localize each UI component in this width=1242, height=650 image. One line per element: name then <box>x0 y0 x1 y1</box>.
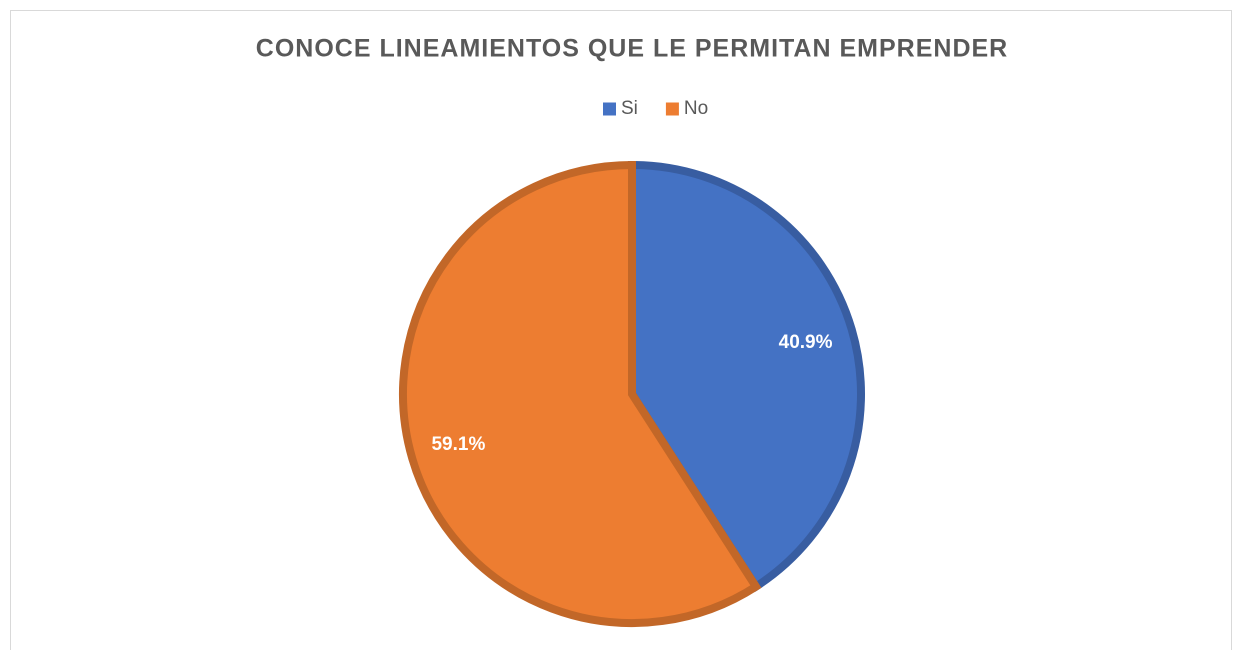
pie-slice <box>399 160 762 627</box>
chart-title: CONOCE LINEAMIENTOS QUE LE PERMITAN EMPR… <box>256 35 1008 63</box>
value-label: 59.1% <box>431 434 485 455</box>
legend: Si No <box>603 98 708 119</box>
legend-label: Si <box>621 98 638 119</box>
legend-label: No <box>684 98 708 119</box>
value-label: 40.9% <box>779 332 833 353</box>
legend-swatch <box>665 102 679 116</box>
pie: 40.9% 59.1% <box>399 160 865 627</box>
legend-swatch <box>603 102 616 116</box>
